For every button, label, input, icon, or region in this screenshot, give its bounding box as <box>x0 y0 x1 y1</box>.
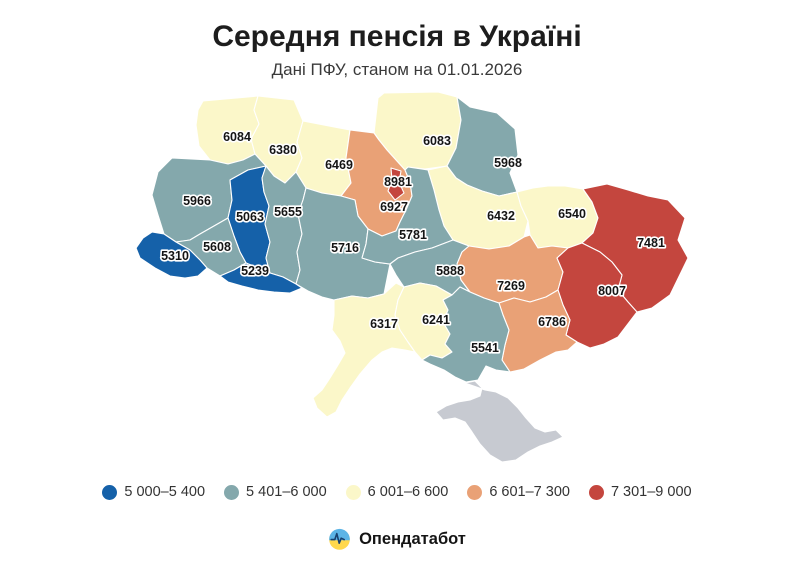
legend-color-dot <box>345 484 361 500</box>
header: Середня пенсія в Україні Дані ПФУ, стано… <box>0 20 794 79</box>
region-cherkasy[interactable] <box>361 166 454 265</box>
legend-item-4: 7 301–9 000 <box>588 484 692 500</box>
chart-subtitle: Дані ПФУ, станом на 01.01.2026 <box>271 59 523 79</box>
region-zakarpattia[interactable] <box>135 231 208 279</box>
legend-item-1: 5 401–6 000 <box>224 484 327 500</box>
region-crimea[interactable] <box>435 380 564 463</box>
region-kyiv-city[interactable] <box>387 167 405 201</box>
legend-item-3: 6 601–7 300 <box>467 484 570 500</box>
legend-color-dot <box>467 484 483 500</box>
region-chernivtsi[interactable] <box>219 262 303 294</box>
legend-label: 6 601–7 300 <box>489 484 570 500</box>
legend-color-dot <box>102 484 118 500</box>
legend-label: 5 401–6 000 <box>246 484 327 500</box>
legend-item-2: 6 001–6 600 <box>345 484 449 500</box>
legend-label: 5 000–5 400 <box>124 484 206 500</box>
region-kherson[interactable] <box>421 286 511 383</box>
region-odesa[interactable] <box>312 282 416 418</box>
opendatabot-logo-icon <box>329 528 350 550</box>
legend-label: 7 301–9 000 <box>610 484 692 500</box>
legend-color-dot <box>224 484 240 500</box>
legend: 5 000–5 400 5 401–6 000 6 001–6 600 6 601–7… <box>0 484 794 500</box>
chart-title: Середня пенсія в Україні <box>212 20 582 53</box>
legend-color-dot <box>588 484 604 500</box>
brand-name: Опендатабот <box>359 530 466 548</box>
region-volyn[interactable] <box>195 95 260 165</box>
footer: Опендатабот <box>0 528 794 551</box>
legend-item-0: 5 000–5 400 <box>102 484 205 500</box>
legend-label: 6 001–6 600 <box>367 484 449 500</box>
